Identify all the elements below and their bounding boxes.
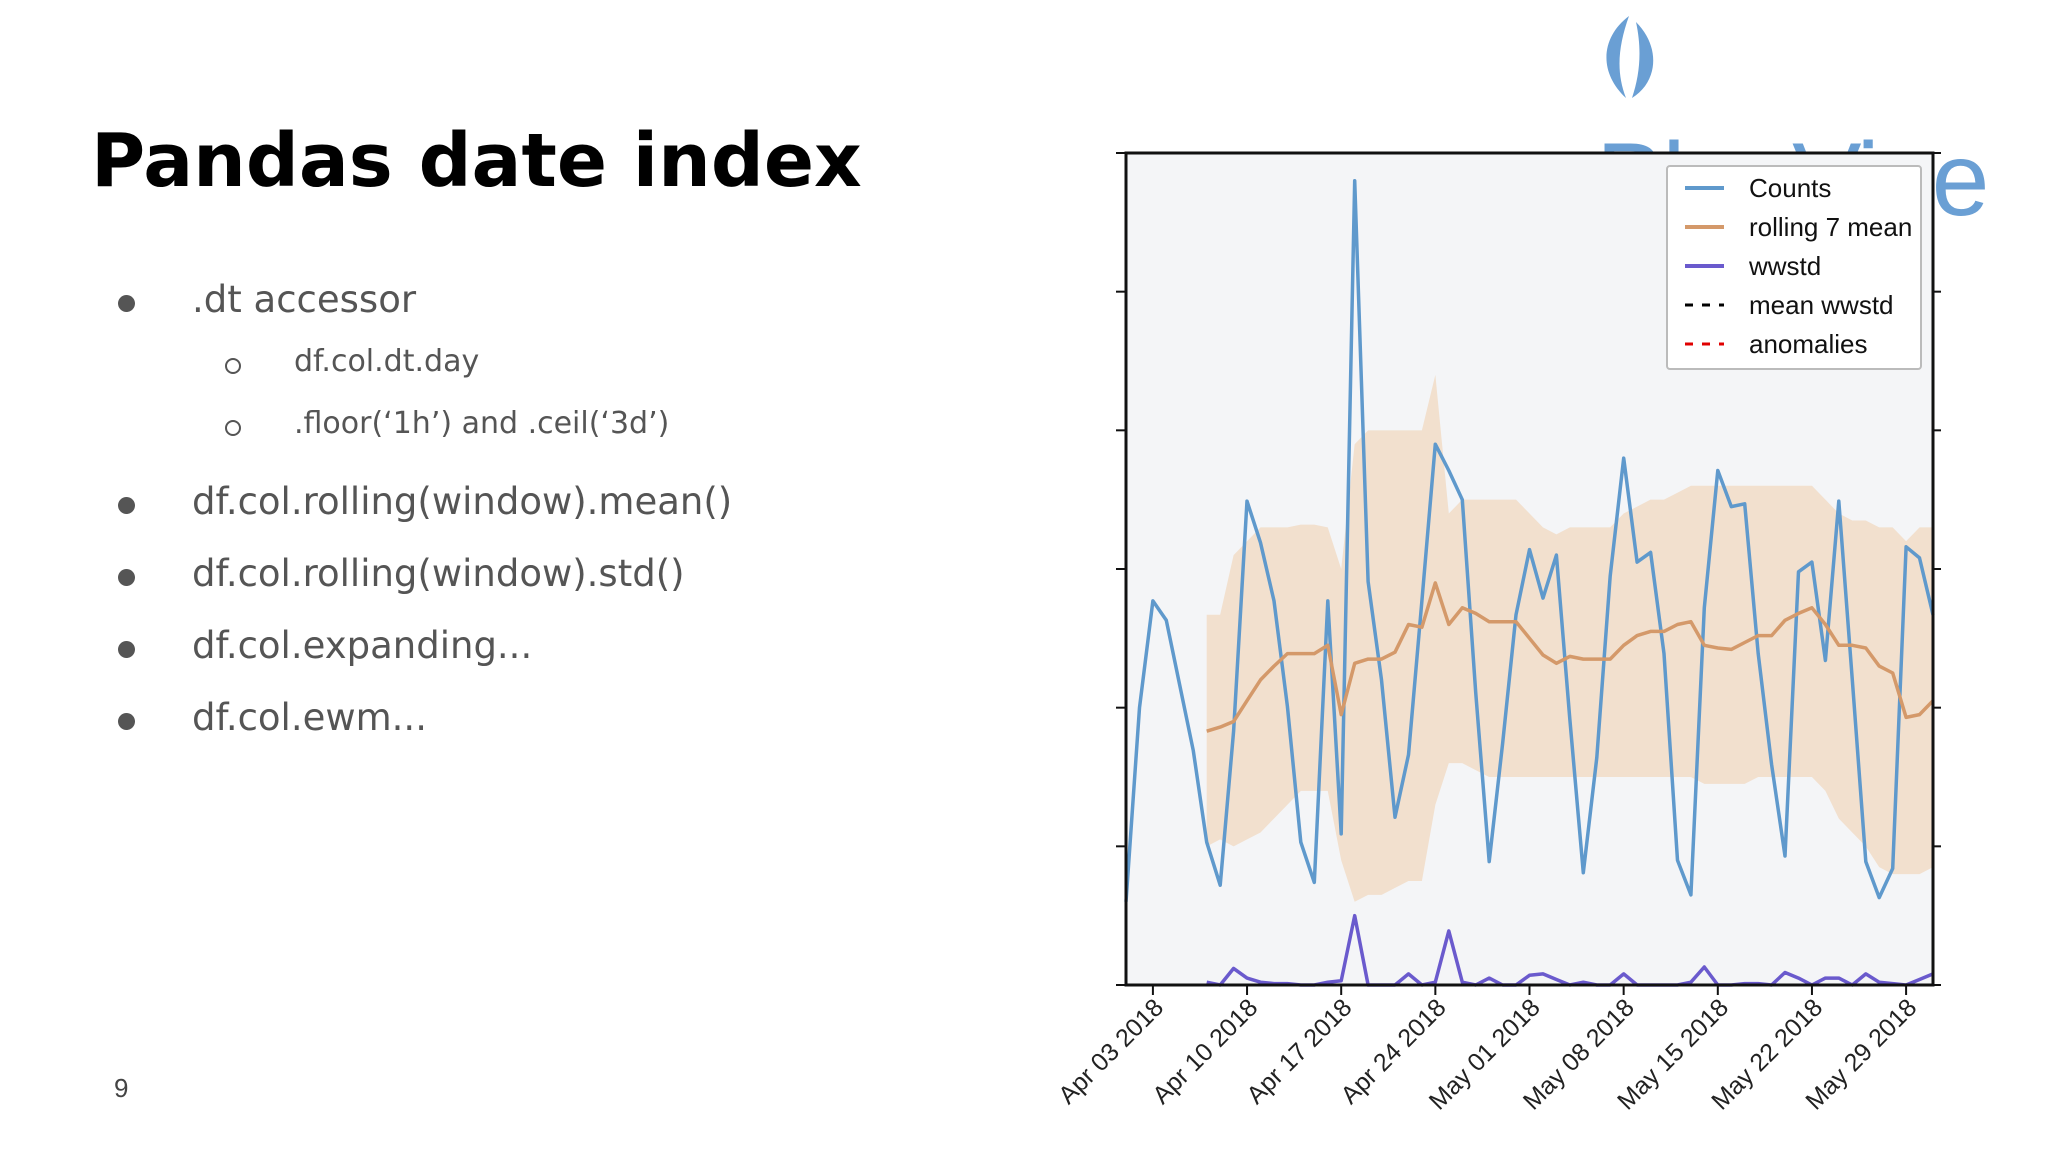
std-band [1206,374,1933,902]
legend-label: Counts [1749,173,1831,203]
legend-label: anomalies [1749,329,1868,359]
bullet-dot [118,641,135,658]
legend-label: wwstd [1748,251,1821,281]
bullet-text: df.col.expanding... [192,624,533,667]
sub-bullet-ring [225,358,241,374]
bullet-dot [118,295,135,312]
page-number: 9 [114,1073,129,1103]
sub-bullet-text: df.col.dt.day [294,344,480,379]
series-line [1124,178,1935,902]
bullet-dot [118,569,135,586]
bullet-dot [118,713,135,730]
logo-leaf [1606,16,1654,98]
bullet-text: df.col.ewm... [192,696,427,739]
legend-label: rolling 7 mean [1749,212,1912,242]
sub-bullet-text: .floor(‘1h’) and .ceil(‘3d’) [294,406,670,441]
bullet-text: .dt accessor [192,278,417,321]
slide-title: Pandas date index [91,118,862,204]
series-line [1206,581,1935,733]
bullet-text: df.col.rolling(window).std() [192,552,685,595]
legend-box [1666,165,1922,370]
bullet-text: df.col.rolling(window).mean() [192,480,733,523]
sub-bullet-ring [225,420,241,436]
bullet-dot [118,497,135,514]
legend-label: mean wwstd [1749,290,1894,320]
